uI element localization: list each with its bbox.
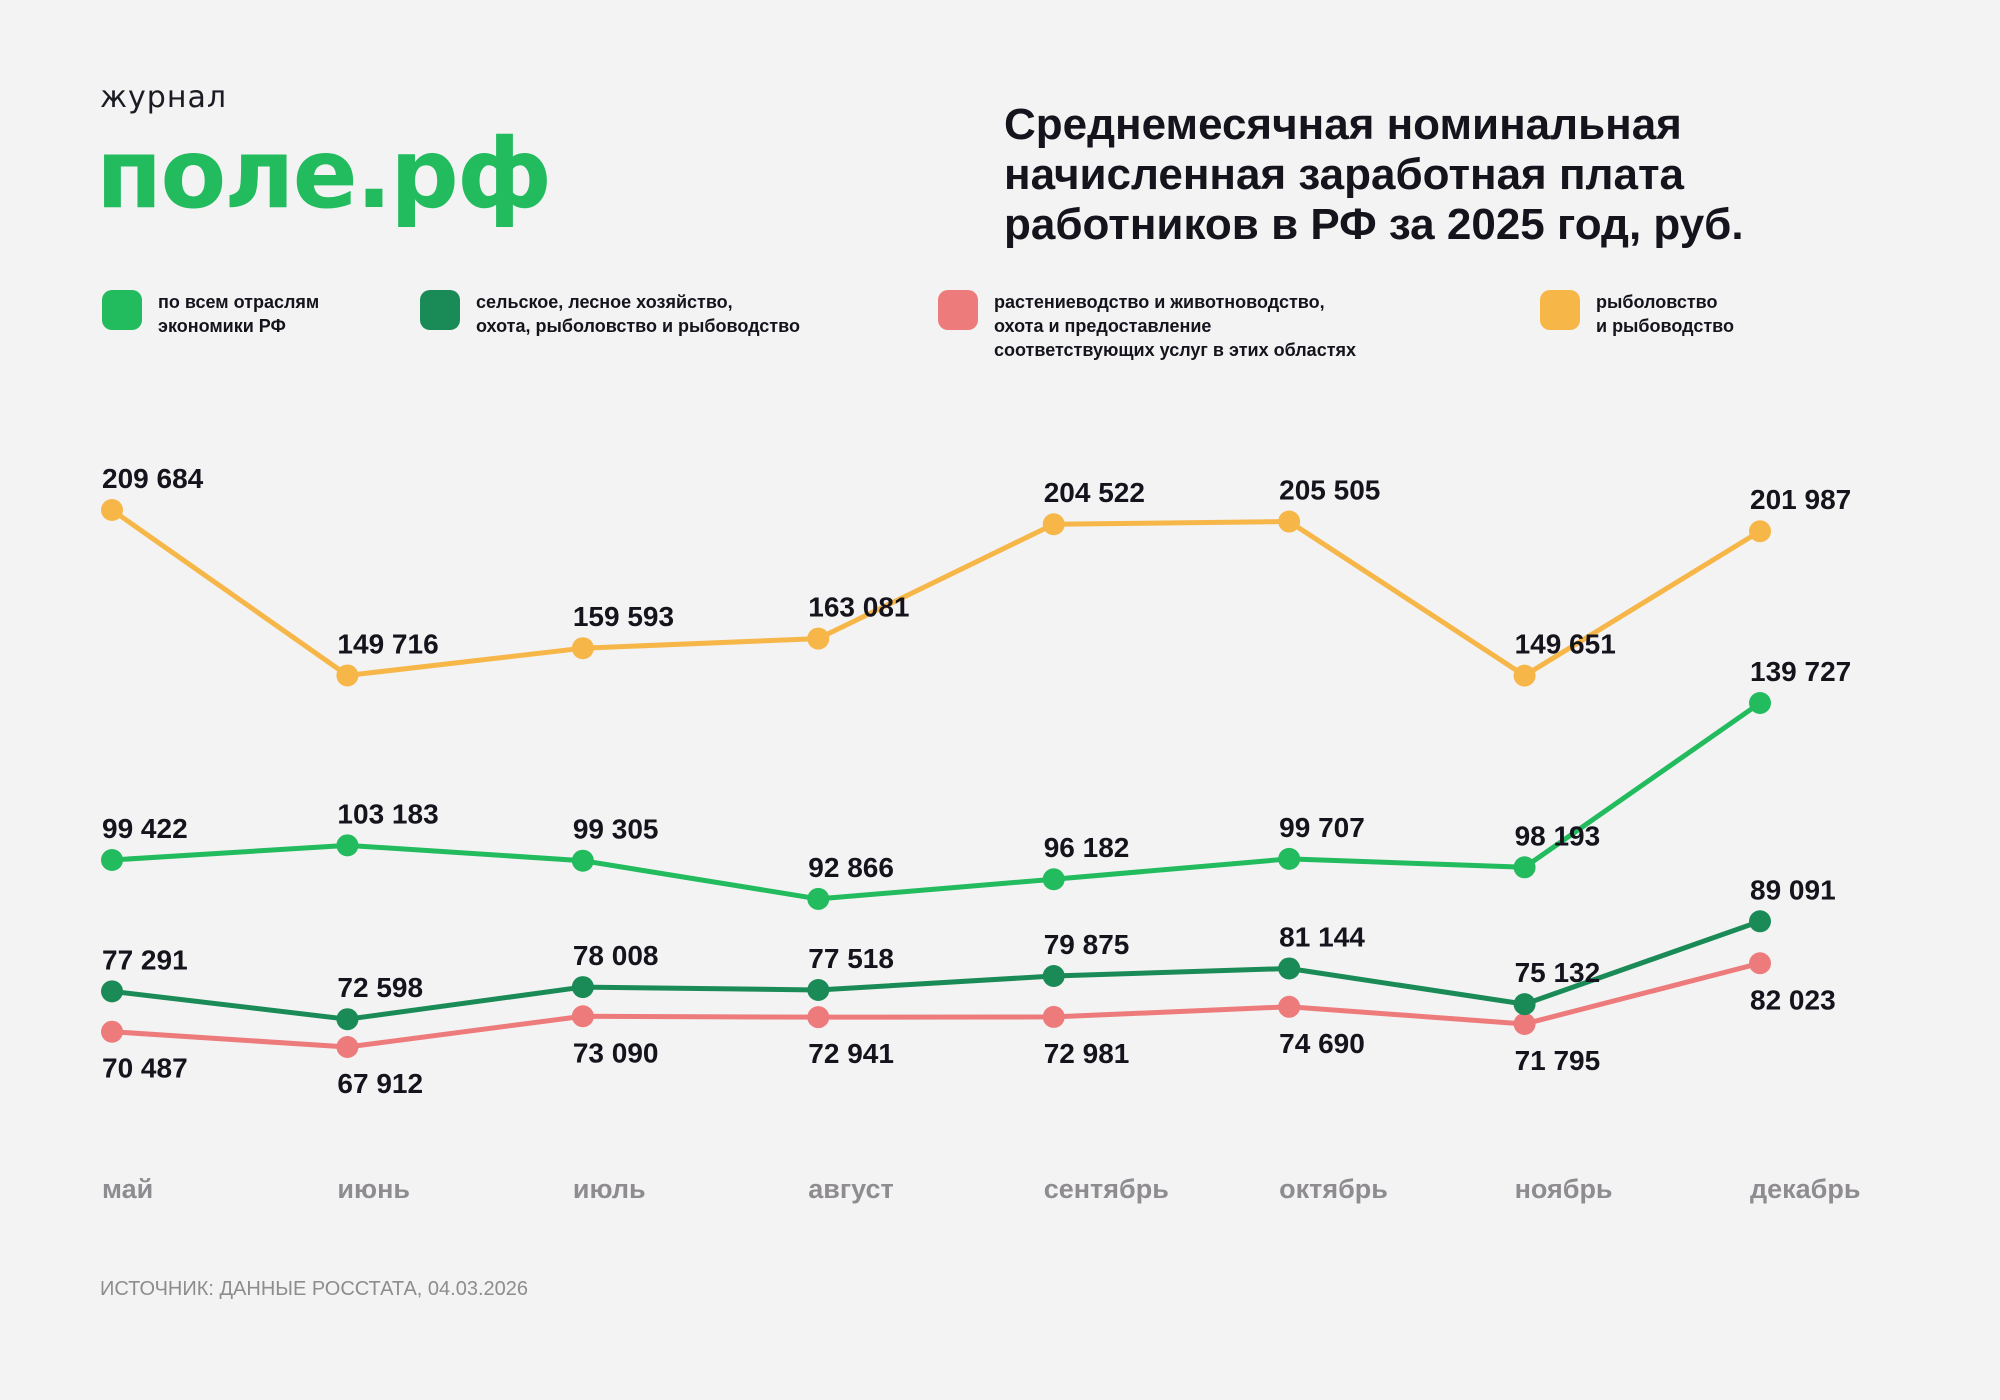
data-point (336, 834, 359, 857)
data-point (571, 637, 594, 660)
data-label: 209 684 (102, 463, 204, 494)
data-label: 159 593 (573, 601, 674, 632)
data-label: 139 727 (1750, 656, 1851, 687)
logo-small-text: журнал (100, 80, 227, 115)
data-point (1042, 1005, 1065, 1028)
x-tick-label: сентябрь (1044, 1174, 1169, 1204)
data-point (1513, 1012, 1536, 1035)
data-point (1278, 847, 1301, 870)
data-point (1042, 513, 1065, 536)
data-point (1749, 952, 1771, 975)
data-label: 204 522 (1044, 477, 1145, 508)
x-tick-label: декабрь (1750, 1174, 1860, 1204)
title-line: работников в РФ за 2025 год, руб. (1004, 200, 1744, 249)
data-point (336, 664, 359, 687)
data-label: 81 144 (1279, 921, 1365, 952)
x-tick-label: июль (573, 1174, 646, 1204)
data-point (807, 978, 830, 1001)
data-label: 82 023 (1750, 984, 1836, 1015)
data-point (1513, 993, 1536, 1016)
chart-title: Среднемесячная номинальная начисленная з… (1004, 100, 1984, 250)
data-point (1278, 510, 1301, 533)
x-tick-label: май (102, 1174, 153, 1204)
data-label: 149 651 (1515, 629, 1616, 660)
legend-swatch (1540, 290, 1580, 330)
data-point (807, 1006, 830, 1029)
data-label: 99 305 (573, 814, 659, 845)
data-point (101, 499, 123, 521)
legend-item-fishing: рыболовство и рыбоводство (1540, 290, 1734, 338)
data-point (1749, 520, 1771, 543)
title-line: начисленная заработная плата (1004, 150, 1684, 199)
data-point (807, 887, 830, 910)
data-label: 73 090 (573, 1037, 659, 1068)
legend-swatch (938, 290, 978, 330)
legend-item-all: по всем отраслям экономики РФ (102, 290, 319, 338)
data-label: 77 291 (102, 944, 188, 975)
data-point (336, 1008, 359, 1031)
x-tick-label: ноябрь (1515, 1174, 1613, 1204)
data-point (571, 849, 594, 872)
data-point (101, 1020, 123, 1043)
logo-big-text: поле.рф (96, 118, 552, 230)
data-label: 77 518 (808, 943, 894, 974)
data-label: 89 091 (1750, 874, 1836, 905)
data-point (336, 1036, 359, 1058)
data-point (1278, 995, 1301, 1018)
data-label: 72 598 (337, 972, 423, 1003)
series-line (111, 918, 1761, 1022)
x-tick-label: август (808, 1174, 893, 1204)
data-point (1278, 957, 1301, 980)
data-label: 74 690 (1279, 1028, 1365, 1059)
data-label: 78 008 (573, 940, 659, 971)
data-label: 163 081 (808, 592, 909, 623)
data-point (101, 849, 123, 871)
legend-label: рыболовство и рыбоводство (1596, 292, 1734, 336)
data-label: 70 487 (102, 1053, 188, 1084)
data-point (1042, 965, 1065, 988)
legend-item-agriculture: сельское, лесное хозяйство, охота, рыбол… (420, 290, 800, 338)
data-point (1042, 868, 1065, 891)
legend-swatch (420, 290, 460, 330)
data-label: 201 987 (1750, 484, 1851, 515)
data-point (1749, 692, 1771, 714)
data-label: 75 132 (1515, 957, 1601, 988)
data-label: 99 707 (1279, 812, 1365, 843)
data-label: 98 193 (1515, 820, 1601, 851)
data-point (1513, 856, 1536, 879)
data-label: 96 182 (1044, 832, 1130, 863)
data-label: 99 422 (102, 813, 188, 844)
data-point (1513, 664, 1536, 687)
data-label: 149 716 (337, 628, 438, 659)
x-tick-label: октябрь (1279, 1174, 1388, 1204)
data-label: 103 183 (337, 798, 438, 829)
data-point (571, 976, 594, 999)
data-label: 72 941 (808, 1038, 894, 1069)
data-point (571, 1005, 594, 1028)
data-point (101, 980, 123, 1003)
x-tick-label: июнь (337, 1174, 410, 1204)
data-label: 79 875 (1044, 929, 1130, 960)
data-point (1749, 910, 1771, 933)
legend-swatch (102, 290, 142, 330)
data-label: 67 912 (337, 1068, 423, 1099)
data-label: 205 505 (1279, 475, 1380, 506)
data-label: 71 795 (1515, 1045, 1601, 1076)
series-line (110, 507, 1762, 679)
title-line: Среднемесячная номинальная (1004, 100, 1682, 149)
data-label: 92 866 (808, 852, 894, 883)
source-note: ИСТОЧНИК: ДАННЫЕ РОССТАТА, 04.03.2026 (100, 1278, 528, 1300)
legend-item-crops: растениеводство и животноводство, охота … (938, 290, 1356, 362)
data-point (807, 627, 830, 650)
series-line (111, 700, 1762, 902)
data-label: 72 981 (1044, 1038, 1130, 1069)
legend-label: растениеводство и животноводство, охота … (994, 292, 1357, 360)
logo: журнал поле.рф (96, 80, 552, 230)
legend-label: сельское, лесное хозяйство, охота, рыбол… (476, 292, 800, 336)
series-line (111, 960, 1761, 1050)
legend-label: по всем отраслям экономики РФ (158, 292, 320, 336)
